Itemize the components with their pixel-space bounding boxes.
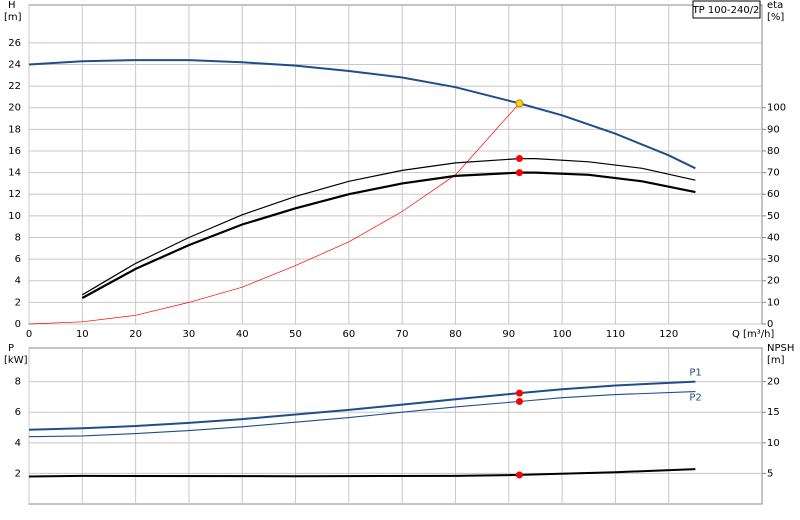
y-tick-label: 6 bbox=[15, 254, 21, 265]
y2-tick-label: 20 bbox=[767, 377, 780, 388]
curve bbox=[81, 158, 696, 296]
y-tick-label: 18 bbox=[8, 124, 21, 135]
y2-unit: [%] bbox=[767, 12, 784, 23]
y2-tick-label: 20 bbox=[767, 276, 780, 287]
marker bbox=[515, 169, 523, 177]
curve bbox=[28, 103, 520, 325]
y2-tick-label: 0 bbox=[767, 319, 773, 330]
curve bbox=[28, 468, 696, 478]
y2-tick-label: 60 bbox=[767, 189, 780, 200]
y-tick-label: 2 bbox=[15, 297, 21, 308]
x-tick-label: 60 bbox=[342, 329, 355, 340]
y2-tick-label: 10 bbox=[767, 438, 780, 449]
y-label: H bbox=[8, 0, 16, 11]
y-label: P bbox=[8, 343, 14, 354]
y-tick-label: 0 bbox=[15, 319, 21, 330]
y-tick-label: 14 bbox=[8, 168, 21, 179]
plot-area bbox=[28, 4, 763, 325]
x-tick-label: 20 bbox=[129, 329, 142, 340]
y2-label: NPSH bbox=[767, 343, 794, 354]
x-label: Q [m³/h] bbox=[732, 329, 774, 340]
x-tick-label: 110 bbox=[606, 329, 625, 340]
y2-unit: [m] bbox=[767, 355, 785, 366]
marker bbox=[515, 398, 523, 406]
y-tick-label: 16 bbox=[8, 146, 21, 157]
y-tick-label: 4 bbox=[15, 438, 21, 449]
marker bbox=[515, 471, 523, 479]
curve bbox=[28, 391, 696, 438]
y2-tick-label: 70 bbox=[767, 168, 780, 179]
y-tick-label: 4 bbox=[15, 276, 21, 287]
y-tick-label: 8 bbox=[15, 377, 21, 388]
y-unit: [m] bbox=[4, 12, 22, 23]
y-tick-label: 10 bbox=[8, 211, 21, 222]
x-tick-label: 40 bbox=[236, 329, 249, 340]
y-tick-label: 24 bbox=[8, 59, 21, 70]
y-tick-label: 26 bbox=[8, 38, 21, 49]
y-tick-label: 12 bbox=[8, 189, 21, 200]
curve bbox=[28, 59, 696, 170]
y2-tick-label: 30 bbox=[767, 254, 780, 265]
y2-tick-label: 100 bbox=[767, 103, 786, 114]
x-tick-label: 30 bbox=[183, 329, 196, 340]
x-tick-label: 80 bbox=[449, 329, 462, 340]
curve bbox=[28, 380, 696, 431]
x-tick-label: 50 bbox=[289, 329, 302, 340]
y2-tick-label: 50 bbox=[767, 211, 780, 222]
y-tick-label: 22 bbox=[8, 81, 21, 92]
x-tick-label: 120 bbox=[659, 329, 678, 340]
y2-tick-label: 5 bbox=[767, 468, 773, 479]
marker bbox=[515, 99, 524, 108]
y2-label: eta bbox=[767, 0, 783, 11]
series-label: P2 bbox=[689, 393, 701, 404]
curve bbox=[81, 171, 696, 299]
y2-tick-label: 15 bbox=[767, 407, 780, 418]
x-tick-label: 70 bbox=[396, 329, 409, 340]
marker bbox=[515, 389, 523, 397]
chart-title: TP 100-240/2 bbox=[692, 5, 760, 16]
x-tick-label: 0 bbox=[26, 329, 32, 340]
y-tick-label: 2 bbox=[15, 468, 21, 479]
title-box bbox=[692, 0, 761, 19]
x-tick-label: 10 bbox=[76, 329, 89, 340]
x-tick-label: 90 bbox=[502, 329, 515, 340]
y2-tick-label: 10 bbox=[767, 297, 780, 308]
series-label: P1 bbox=[689, 368, 701, 379]
y-unit: [kW] bbox=[4, 355, 28, 366]
y-tick-label: 20 bbox=[8, 103, 21, 114]
y-tick-label: 8 bbox=[15, 232, 21, 243]
y2-tick-label: 40 bbox=[767, 232, 780, 243]
x-tick-label: 100 bbox=[553, 329, 572, 340]
y2-tick-label: 90 bbox=[767, 124, 780, 135]
marker bbox=[515, 155, 523, 163]
y-tick-label: 6 bbox=[15, 407, 21, 418]
y2-tick-label: 80 bbox=[767, 146, 780, 157]
